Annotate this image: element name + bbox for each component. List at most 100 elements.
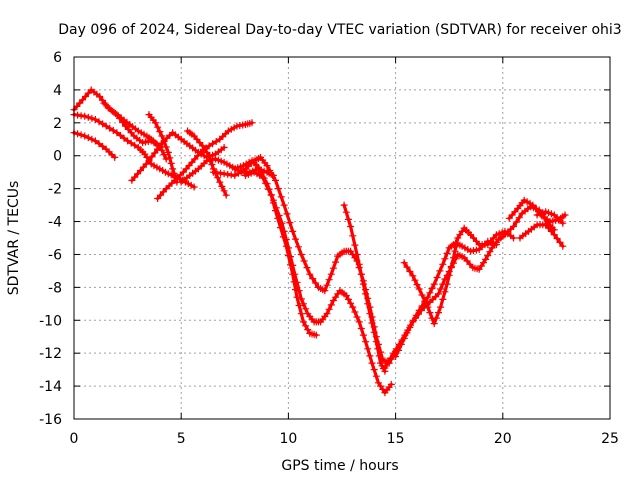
data-point-marker — [325, 276, 333, 284]
data-point-marker — [426, 309, 434, 317]
data-point-marker — [312, 331, 320, 339]
data-point-marker — [99, 120, 107, 128]
data-point-marker — [437, 285, 445, 293]
data-point-marker — [88, 135, 96, 143]
series-trace — [518, 223, 565, 248]
data-point-marker — [362, 338, 370, 346]
data-point-marker — [302, 305, 310, 313]
series-trace — [72, 88, 168, 161]
data-point-marker — [263, 162, 271, 170]
data-point-marker — [443, 271, 451, 279]
data-point-marker — [342, 292, 350, 300]
data-point-marker — [81, 112, 89, 120]
data-point-marker — [290, 278, 298, 286]
data-point-marker — [77, 131, 85, 139]
data-point-marker — [162, 143, 170, 151]
data-point-marker — [292, 286, 299, 294]
y-tick-label: -4 — [48, 215, 62, 231]
data-point-marker — [167, 159, 175, 167]
data-point-marker — [403, 329, 411, 337]
y-tick-label: -6 — [48, 247, 62, 263]
data-point-marker — [145, 157, 153, 165]
data-point-marker — [312, 279, 320, 287]
data-point-marker — [515, 214, 523, 222]
data-point-marker — [370, 366, 378, 374]
data-point-marker — [299, 300, 307, 308]
data-point-marker — [269, 199, 277, 207]
data-point-marker — [403, 263, 411, 271]
data-point-marker — [353, 313, 361, 321]
data-point-marker — [300, 257, 308, 265]
data-point-marker — [512, 218, 520, 226]
data-point-marker — [170, 169, 178, 177]
data-point-marker — [292, 235, 299, 243]
data-point-marker — [347, 299, 355, 307]
data-point-marker — [95, 118, 103, 126]
data-point-marker — [397, 340, 405, 348]
data-point-marker — [426, 289, 434, 297]
data-point-marker — [435, 309, 442, 317]
data-point-marker — [283, 210, 291, 218]
data-point-marker — [297, 310, 305, 318]
data-point-marker — [267, 191, 275, 199]
data-point-marker — [441, 288, 449, 296]
data-point-marker — [88, 114, 96, 122]
series-sat-i — [184, 127, 230, 199]
data-point-marker — [84, 134, 92, 142]
series-sat-p — [392, 203, 558, 360]
data-point-marker — [148, 153, 156, 161]
data-point-marker — [353, 251, 361, 258]
x-tick-label: 15 — [387, 431, 405, 447]
data-point-marker — [207, 156, 214, 164]
x-axis-label: GPS time / hours — [281, 458, 398, 474]
data-point-marker — [295, 302, 303, 309]
data-point-marker — [556, 238, 564, 246]
data-point-marker — [218, 182, 226, 190]
data-point-marker — [248, 119, 256, 127]
data-point-marker — [109, 127, 117, 134]
data-point-marker — [447, 264, 455, 272]
data-point-marker — [437, 303, 445, 311]
data-point-marker — [113, 129, 121, 137]
data-point-marker — [370, 328, 378, 336]
data-point-marker — [482, 255, 490, 263]
data-point-marker — [158, 132, 166, 140]
data-point-marker — [216, 178, 224, 186]
data-point-marker — [418, 291, 426, 299]
data-point-marker — [436, 267, 444, 275]
data-point-marker — [151, 149, 159, 157]
data-point-marker — [262, 179, 269, 187]
data-point-marker — [166, 154, 174, 162]
data-point-marker — [375, 352, 383, 360]
data-point-marker — [156, 128, 164, 136]
data-point-marker — [297, 251, 305, 258]
y-tick-label: 2 — [53, 116, 62, 132]
data-point-marker — [355, 260, 363, 268]
data-point-marker — [131, 141, 139, 149]
data-point-marker — [212, 138, 220, 145]
data-point-marker — [435, 290, 442, 298]
data-point-marker — [286, 219, 294, 227]
data-point-marker — [484, 252, 492, 260]
data-point-marker — [190, 183, 198, 191]
data-point-marker — [289, 227, 297, 235]
data-point-marker — [152, 119, 159, 127]
data-point-marker — [327, 270, 335, 278]
data-point-marker — [368, 319, 376, 327]
data-point-marker — [364, 300, 372, 308]
data-series — [70, 86, 569, 397]
data-point-marker — [272, 207, 279, 215]
data-point-marker — [220, 187, 228, 195]
y-tick-label: -12 — [39, 346, 62, 362]
x-tick-label: 20 — [494, 431, 512, 447]
data-point-marker — [357, 270, 365, 278]
data-point-marker — [412, 314, 420, 322]
data-point-marker — [306, 270, 314, 278]
y-tick-label: 0 — [53, 149, 62, 165]
y-tick-label: -10 — [39, 313, 62, 329]
data-point-marker — [222, 191, 230, 199]
data-point-marker — [366, 352, 374, 360]
data-point-marker — [364, 345, 372, 353]
data-point-marker — [332, 258, 340, 266]
data-point-marker — [406, 268, 414, 275]
